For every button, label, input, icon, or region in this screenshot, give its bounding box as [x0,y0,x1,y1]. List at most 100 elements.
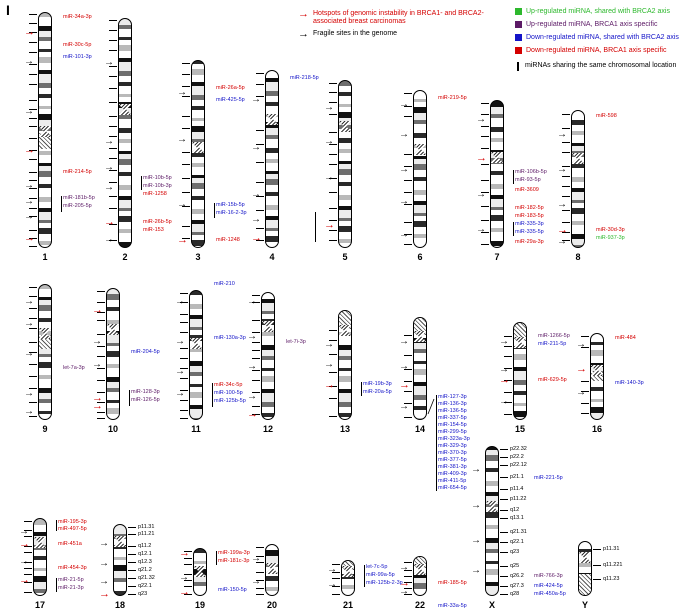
band-tick [256,130,264,131]
band-tick [182,192,190,193]
band-tick [180,322,188,323]
band-tick [252,295,260,296]
fragile-site-arrow: → [247,331,257,342]
fragile-site-arrow: → [24,318,34,329]
band-tick [29,208,37,209]
band-tick [109,76,117,77]
chromosome-11-ideogram [189,290,203,420]
band-tick [109,30,117,31]
band-tick [581,381,589,382]
mirna-label: let-7c-5p [366,564,388,570]
band-tick [29,150,37,151]
centromere [514,337,526,348]
legend-arrow-label: Fragile sites in the genome [313,30,398,37]
mirna-label: miR-323a-3p [438,436,470,442]
centromere [107,324,119,335]
hotspot-arrow: → [24,144,35,156]
shared-location-bracket [216,551,217,565]
mirna-label: miR-153 [143,227,164,233]
band-label: p11.4 [510,486,524,492]
mirna-label: miR-195-3p [58,519,87,525]
band-tick [109,224,117,225]
centromere [194,566,206,577]
band-tick [97,302,105,303]
centromere [39,126,51,137]
fragile-site-arrow: → [251,189,261,200]
band-tick [500,552,508,553]
mirna-label: miR-10b-3p [143,183,172,189]
centromere [339,325,351,336]
mirna-label: miR-1248 [216,237,240,243]
fragile-site-arrow: → [177,199,187,210]
hotspot-arrow: → [99,588,110,600]
band-tick [329,144,337,145]
band-tick [504,336,512,337]
band-tick [180,332,188,333]
band-tick [500,542,508,543]
band-tick [481,244,489,245]
band-tick [252,380,260,381]
band-tick [29,118,37,119]
band-tick [404,244,412,245]
legend-square-item: Down-regulated miRNA, shared with BRCA2 … [515,34,679,42]
band-tick [29,198,37,199]
band-tick [180,293,188,294]
mirna-label: miR-451a [58,541,82,547]
fragile-site-arrow: → [92,336,102,347]
band-tick [29,342,37,343]
chromosome-15-ideogram [513,322,527,420]
band-tick [562,210,570,211]
band-tick [109,158,117,159]
shared-location-bracket [141,176,142,190]
band-label: p22.2 [510,454,524,460]
fragile-site-arrow: → [324,102,334,113]
fragile-site-arrow: → [24,388,34,399]
legend-square-item: Up-regulated miRNA, shared with BRCA2 ax… [515,8,670,16]
band-tick [29,52,37,53]
centromere [572,153,584,164]
figure-panel-label: I [6,2,10,18]
chromosome-number: 2 [122,252,128,262]
band-tick [404,234,412,235]
heterochromatin-block [591,371,603,381]
legend-color-swatch [515,8,522,15]
mirna-label: miR-377-5p [438,457,467,463]
band-tick [29,352,37,353]
hotspot-arrow: → [92,304,103,316]
band-tick [500,532,508,533]
band-label: q23 [138,591,148,597]
band-tick [404,166,412,167]
mirna-label: let-7a-3p [63,365,85,371]
legend-square-label: Up-regulated miRNA, BRCA1 axis specific [526,21,658,28]
band-tick [404,335,412,336]
chromosome-number: 19 [194,600,205,610]
band-tick [252,302,260,303]
chromosome-16-ideogram [590,333,604,420]
chromosome-number: 22 [414,600,425,610]
mirna-label: miR-34a-3p [63,14,92,20]
band-tick [256,588,264,589]
band-tick [404,381,412,382]
fragile-site-arrow: → [471,464,481,475]
band-tick [404,355,412,356]
band-tick [500,594,508,595]
band-tick [562,152,570,153]
chromosome-number: 4 [269,252,275,262]
band-tick [581,336,589,337]
band-label: q28 [510,591,520,597]
band-tick [256,572,264,573]
band-label: p11.31 [603,546,620,552]
band-tick [404,562,412,563]
fragile-site-arrow: → [92,359,102,370]
hotspot-arrow: → [19,538,30,550]
mirna-label: miR-450a-5p [534,591,566,597]
band-tick [29,172,37,173]
band-tick [252,406,260,407]
band-tick [329,208,337,209]
band-tick [404,594,412,595]
chromosome-number: 15 [514,424,525,434]
band-tick [29,159,37,160]
chromosome-19-ideogram [193,548,207,596]
band-tick [562,222,570,223]
